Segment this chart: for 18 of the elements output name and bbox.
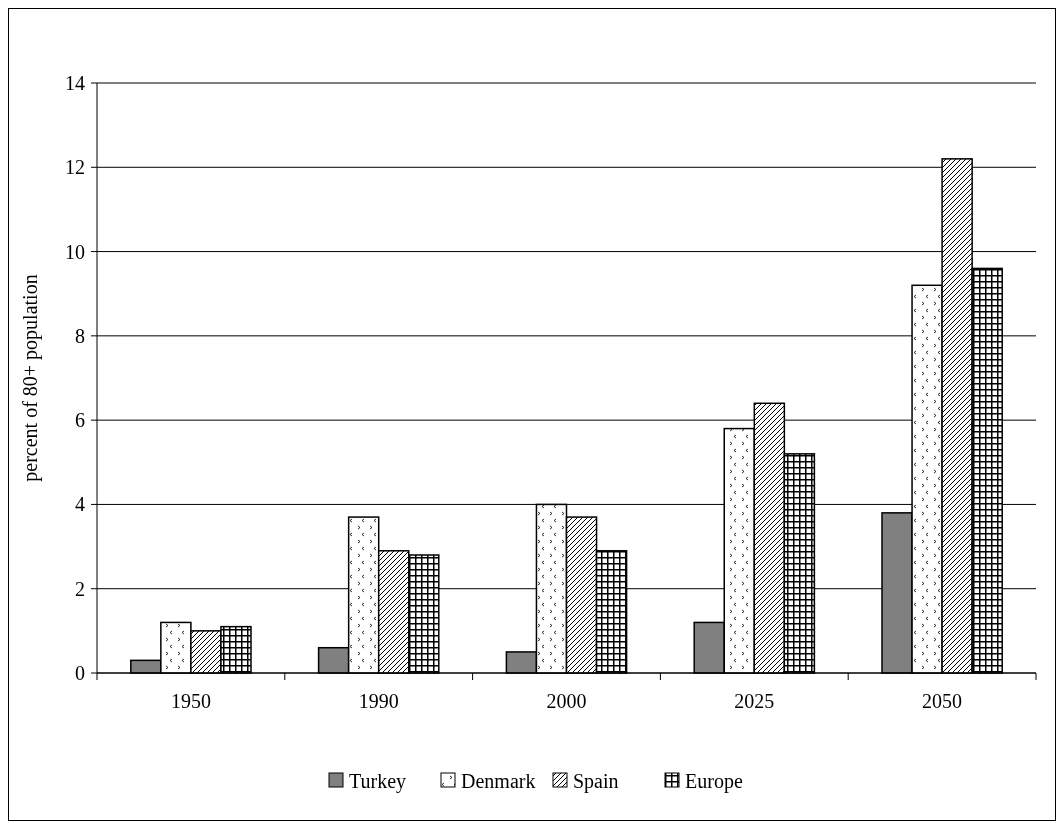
y-tick-label: 6 [75, 409, 85, 432]
x-tick-label: 2025 [734, 690, 775, 712]
y-tick-label: 0 [75, 662, 85, 684]
y-axis-title: percent of 80+ population [19, 274, 42, 482]
legend-label: Spain [573, 770, 619, 793]
y-tick-label: 2 [75, 577, 85, 600]
legend-label: Turkey [349, 770, 407, 793]
y-tick-label: 4 [75, 493, 85, 516]
x-tick-label: 2050 [922, 690, 963, 712]
x-tick-label: 1990 [358, 690, 399, 712]
legend-label: Europe [685, 770, 743, 793]
legend-label: Denmark [461, 770, 536, 792]
y-tick-label: 14 [65, 72, 85, 94]
y-tick-label: 10 [65, 240, 85, 263]
y-tick-label: 8 [75, 324, 85, 347]
y-tick-label: 12 [65, 156, 85, 179]
x-tick-label: 1950 [170, 690, 211, 712]
x-tick-label: 2000 [546, 690, 587, 712]
